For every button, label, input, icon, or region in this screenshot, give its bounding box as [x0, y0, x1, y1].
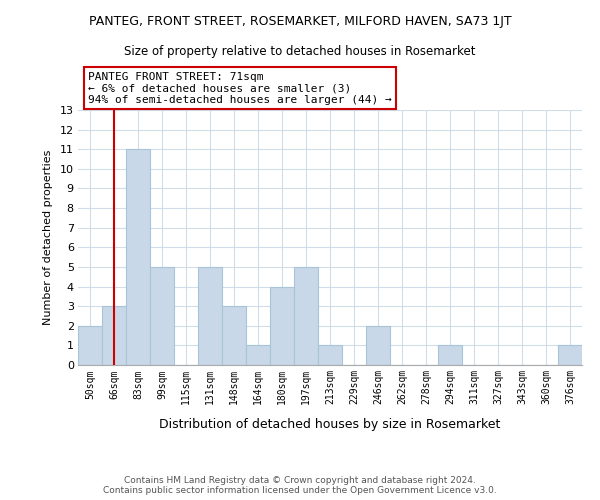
Y-axis label: Number of detached properties: Number of detached properties — [43, 150, 53, 325]
Bar — [246, 346, 270, 365]
Bar — [366, 326, 390, 365]
Bar — [78, 326, 102, 365]
Text: Contains HM Land Registry data © Crown copyright and database right 2024.
Contai: Contains HM Land Registry data © Crown c… — [103, 476, 497, 495]
Bar — [102, 306, 126, 365]
Bar — [294, 267, 318, 365]
Bar — [150, 267, 174, 365]
X-axis label: Distribution of detached houses by size in Rosemarket: Distribution of detached houses by size … — [160, 418, 500, 432]
Bar — [270, 286, 294, 365]
Text: Size of property relative to detached houses in Rosemarket: Size of property relative to detached ho… — [124, 45, 476, 58]
Bar — [318, 346, 342, 365]
Bar — [126, 149, 150, 365]
Text: PANTEG, FRONT STREET, ROSEMARKET, MILFORD HAVEN, SA73 1JT: PANTEG, FRONT STREET, ROSEMARKET, MILFOR… — [89, 15, 511, 28]
Bar — [558, 346, 582, 365]
Bar — [438, 346, 462, 365]
Text: PANTEG FRONT STREET: 71sqm
← 6% of detached houses are smaller (3)
94% of semi-d: PANTEG FRONT STREET: 71sqm ← 6% of detac… — [88, 72, 392, 105]
Bar — [198, 267, 222, 365]
Bar — [222, 306, 246, 365]
